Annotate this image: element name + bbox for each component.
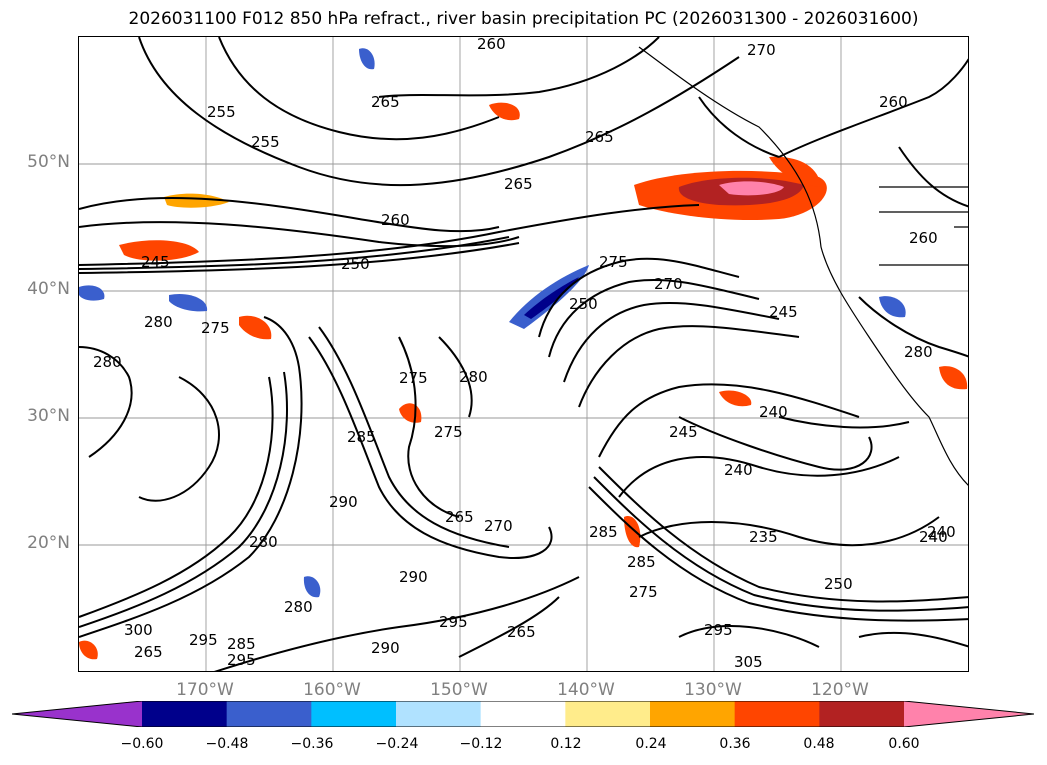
contour-label: 260 — [909, 229, 938, 247]
contour-label: 260 — [381, 211, 410, 229]
contour-label: 290 — [329, 493, 358, 511]
contour-label: 280 — [93, 353, 122, 371]
contour-label: 260 — [477, 37, 506, 53]
contour-label: 295 — [704, 621, 733, 639]
contour-label: 240 — [927, 523, 956, 541]
colorbar-segment — [819, 701, 905, 727]
contour-label: 275 — [201, 319, 230, 337]
contour-label: 260 — [879, 93, 908, 111]
colorbar-segment — [565, 701, 651, 727]
contour-label: 285 — [589, 523, 618, 541]
colorbar-tick: 0.36 — [719, 736, 751, 752]
contour-label: 255 — [207, 103, 236, 121]
contour-label: 245 — [141, 253, 170, 271]
colorbar-extend-low — [12, 701, 142, 727]
contour-labels: 260 270 265 265 260 255 255 265 260 245 … — [93, 37, 956, 671]
contour-label: 295 — [189, 631, 218, 649]
contour-label: 250 — [569, 295, 598, 313]
lat-label-50n: 50°N — [27, 152, 70, 172]
colorbar-tick: 0.60 — [888, 736, 920, 752]
colorbar-segment — [396, 701, 482, 727]
contour-label: 285 — [227, 635, 256, 653]
colorbar-extend-high — [904, 701, 1034, 727]
contour-label: 290 — [371, 639, 400, 657]
colorbar-tick: −0.60 — [120, 736, 164, 752]
colorbar-segment — [311, 701, 397, 727]
lon-label-120w: 120°W — [811, 680, 869, 700]
contour-label: 245 — [669, 423, 698, 441]
contour-label: 275 — [434, 423, 463, 441]
refractivity-contours — [79, 37, 968, 671]
contour-label: 240 — [919, 528, 948, 546]
lon-label-160w: 160°W — [303, 680, 361, 700]
contour-label: 265 — [504, 175, 533, 193]
contour-label: 275 — [399, 369, 428, 387]
colorbar-segment — [226, 701, 312, 727]
lon-label-130w: 130°W — [684, 680, 742, 700]
colorbar-segments — [12, 701, 1034, 727]
colorbar — [12, 701, 1034, 727]
colorbar-tick: 0.24 — [635, 736, 667, 752]
lat-label-30n: 30°N — [27, 406, 70, 426]
lon-label-140w: 140°W — [557, 680, 615, 700]
lon-label-170w: 170°W — [176, 680, 234, 700]
contour-label: 265 — [585, 128, 614, 146]
contour-label: 295 — [227, 651, 256, 669]
lat-label-20n: 20°N — [27, 533, 70, 553]
colorbar-segment — [480, 701, 566, 727]
contour-label: 265 — [445, 508, 474, 526]
map-canvas: 260 270 265 265 260 255 255 265 260 245 … — [79, 37, 968, 671]
precip-shading — [79, 48, 968, 660]
contour-label: 275 — [599, 253, 628, 271]
contour-label: 255 — [251, 133, 280, 151]
colorbar-tick: −0.12 — [459, 736, 503, 752]
colorbar-tick: 0.48 — [803, 736, 835, 752]
colorbar-tick: −0.48 — [205, 736, 249, 752]
colorbar-tick: −0.36 — [290, 736, 334, 752]
colorbar-segment — [142, 701, 228, 727]
map-panel: 260 270 265 265 260 255 255 265 260 245 … — [78, 36, 969, 672]
contour-label: 270 — [484, 517, 513, 535]
contour-label: 280 — [904, 343, 933, 361]
contour-label: 280 — [459, 368, 488, 386]
graticule — [79, 37, 968, 671]
contour-label: 280 — [284, 598, 313, 616]
contour-label: 240 — [724, 461, 753, 479]
colorbar-tick: −0.24 — [375, 736, 419, 752]
contour-label: 265 — [371, 93, 400, 111]
contour-label: 280 — [144, 313, 173, 331]
contour-label: 265 — [134, 643, 163, 661]
contour-label: 300 — [124, 621, 153, 639]
contour-label: 270 — [747, 41, 776, 59]
contour-label: 280 — [249, 533, 278, 551]
colorbar-segment — [650, 701, 736, 727]
lon-label-150w: 150°W — [430, 680, 488, 700]
contour-label: 275 — [629, 583, 658, 601]
contour-label: 290 — [399, 568, 428, 586]
contour-label: 250 — [824, 575, 853, 593]
coastlines — [638, 46, 968, 486]
contour-label: 295 — [439, 613, 468, 631]
lat-label-40n: 40°N — [27, 279, 70, 299]
contour-label: 305 — [734, 653, 763, 671]
colorbar-tick: 0.12 — [550, 736, 582, 752]
contour-label: 235 — [749, 528, 778, 546]
contour-label: 250 — [341, 255, 370, 273]
contour-label: 285 — [627, 553, 656, 571]
contour-label: 265 — [507, 623, 536, 641]
contour-label: 270 — [654, 275, 683, 293]
colorbar-segment — [734, 701, 820, 727]
contour-label: 285 — [347, 428, 376, 446]
contour-label: 245 — [769, 303, 798, 321]
chart-title: 2026031100 F012 850 hPa refract., river … — [128, 9, 919, 29]
contour-label: 240 — [759, 403, 788, 421]
